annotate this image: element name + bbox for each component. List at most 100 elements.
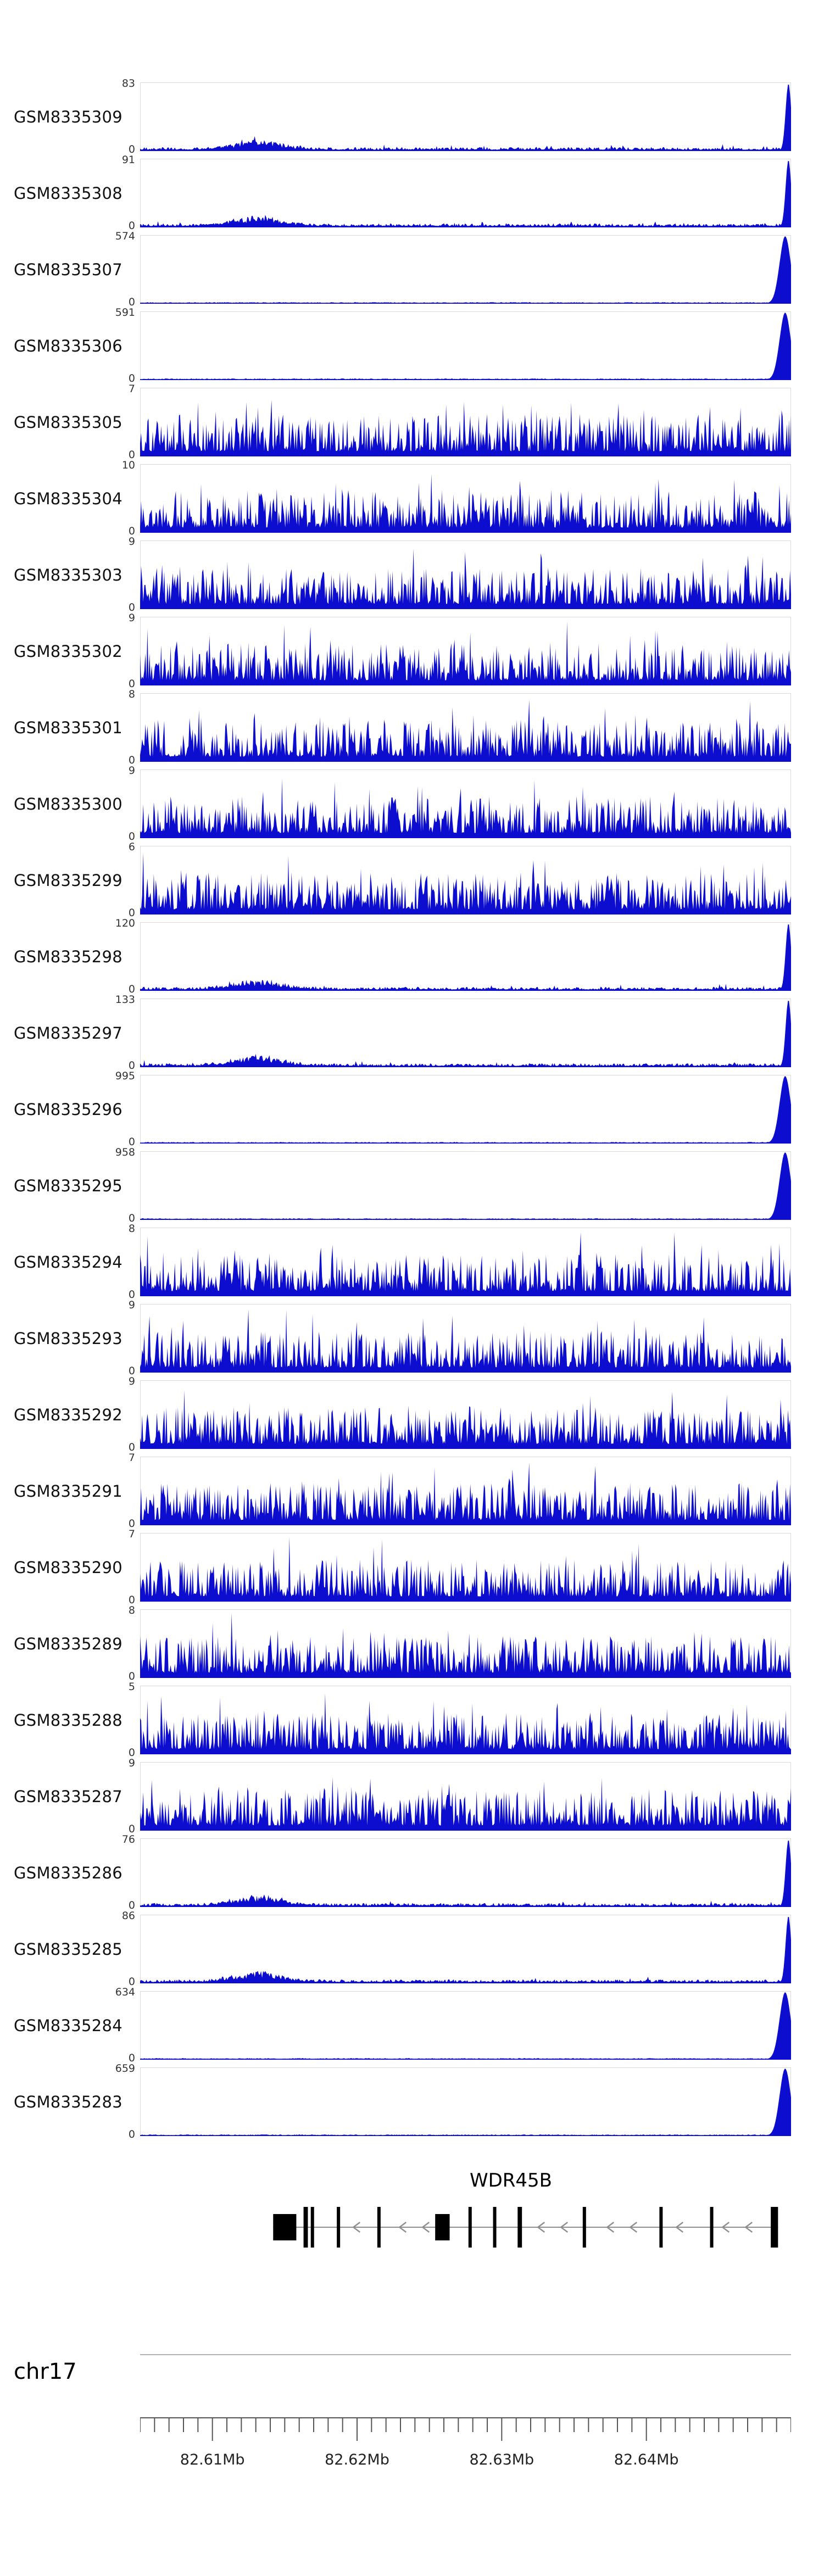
track-plot-area: 591 0 [115,308,791,384]
coverage-signal-path [140,549,791,609]
tracks-container: GSM8335309 83 0 GSM8335308 91 0 GSM8335307 574 0… [0,79,824,2144]
y-axis-max-label: 634 [115,1986,135,1998]
y-axis-min-label: 0 [128,1136,135,1148]
coverage-signal-path [140,85,791,151]
ruler-tick-label: 82.63Mb [469,2451,534,2468]
y-axis-max-label: 91 [121,154,135,166]
coverage-track-row: GSM8335309 83 0 [0,79,824,159]
coverage-signal-path [140,1992,791,2060]
y-axis-max-label: 9 [128,1299,135,1311]
track-plot-area: 634 0 [115,1987,791,2064]
y-axis-max-label: 7 [128,1528,135,1540]
plot-border [140,1991,791,2060]
track-sample-label: GSM8335297 [14,1023,123,1042]
strand-arrow-left-icon [629,2222,638,2233]
coverage-signal-path [140,1152,791,1220]
coverage-signal-svg [140,999,791,1067]
coverage-signal-path [140,236,791,304]
y-axis-min-label: 0 [128,2128,135,2140]
coverage-signal-svg [140,1686,791,1754]
y-axis-min-label: 0 [128,296,135,308]
track-sample-label: GSM8335307 [14,260,123,279]
plot-border [140,159,791,227]
y-axis-max-label: 7 [128,383,135,395]
track-sample-label: GSM8335309 [14,107,123,126]
coverage-signal-svg [140,464,791,533]
coverage-track-row: GSM8335307 574 0 [0,231,824,311]
coverage-signal-path [140,924,791,991]
y-axis-min-label: 0 [128,1899,135,1911]
track-sample-label: GSM8335304 [14,489,123,508]
coverage-track-row: GSM8335286 76 0 [0,1835,824,1915]
coverage-signal-svg [140,1991,791,2060]
y-axis-min-label: 0 [128,1518,135,1530]
coverage-track-row: GSM8335294 8 0 [0,1224,824,1304]
track-plot-area: 659 0 [115,2064,791,2140]
exon-block [659,2207,663,2248]
coverage-signal-svg [140,1380,791,1449]
track-sample-label: GSM8335305 [14,412,123,432]
coverage-signal-svg [140,311,791,380]
coverage-track-row: GSM8335304 10 0 [0,460,824,540]
coverage-signal-svg [140,846,791,915]
y-axis-min-label: 0 [128,754,135,766]
y-axis-min-label: 0 [128,1441,135,1453]
coverage-track-row: GSM8335295 958 0 [0,1147,824,1228]
coverage-track-row: GSM8335297 133 0 [0,995,824,1075]
chromosome-label: chr17 [14,2359,77,2384]
y-axis-min-label: 0 [128,678,135,690]
coverage-signal-svg [140,1151,791,1220]
track-plot-area: 83 0 [122,79,791,155]
strand-arrow-left-icon [606,2222,615,2233]
track-sample-label: GSM8335283 [14,2092,123,2111]
coverage-signal-svg [140,1228,791,1296]
y-axis-min-label: 0 [128,143,135,155]
track-sample-label: GSM8335287 [14,1787,123,1806]
gene-name-label: WDR45B [469,2170,553,2192]
plot-border [140,1686,791,1754]
coverage-signal-path [140,1917,791,1983]
plot-border [140,235,791,304]
coverage-track-row: GSM8335293 9 0 [0,1300,824,1380]
y-axis-max-label: 995 [115,1070,135,1082]
coverage-track-row: GSM8335299 6 0 [0,842,824,922]
coverage-signal-path [140,313,791,380]
y-axis-min-label: 0 [128,1212,135,1224]
coordinate-ruler: 82.61Mb 82.62Mb 82.63Mb 82.64Mb [140,2417,791,2468]
exon-block [517,2207,522,2248]
y-axis-min-label: 0 [128,220,135,232]
exon-block [273,2214,297,2240]
chromosome-axis-line [140,2354,791,2355]
y-axis-max-label: 7 [128,1452,135,1464]
coverage-track-row: GSM8335284 634 0 [0,1987,824,2067]
exon-block [310,2207,314,2248]
strand-arrow-left-icon [537,2222,545,2233]
coverage-signal-path [140,1309,791,1373]
y-axis-max-label: 8 [128,1604,135,1616]
plot-border [140,1838,791,1907]
coverage-signal-path [140,1390,791,1449]
track-sample-label: GSM8335291 [14,1481,123,1501]
coverage-signal-path [140,473,791,533]
coverage-track-row: GSM8335301 8 0 [0,689,824,770]
coverage-signal-svg [140,1915,791,1983]
y-axis-min-label: 0 [128,1670,135,1682]
track-plot-area: 86 0 [122,1911,791,1987]
track-sample-label: GSM8335308 [14,183,123,203]
ruler-tick-label: 82.61Mb [180,2451,245,2468]
track-sample-label: GSM8335299 [14,871,123,890]
y-axis-min-label: 0 [128,601,135,614]
track-sample-label: GSM8335293 [14,1329,123,1348]
coverage-signal-svg [140,540,791,609]
y-axis-max-label: 83 [121,77,135,90]
y-axis-max-label: 86 [121,1910,135,1922]
coverage-track-row: GSM8335300 9 0 [0,766,824,846]
coverage-signal-path [140,852,791,915]
y-axis-max-label: 5 [128,1681,135,1693]
track-sample-label: GSM8335294 [14,1252,123,1272]
track-sample-label: GSM8335295 [14,1176,123,1195]
plot-border [140,311,791,380]
